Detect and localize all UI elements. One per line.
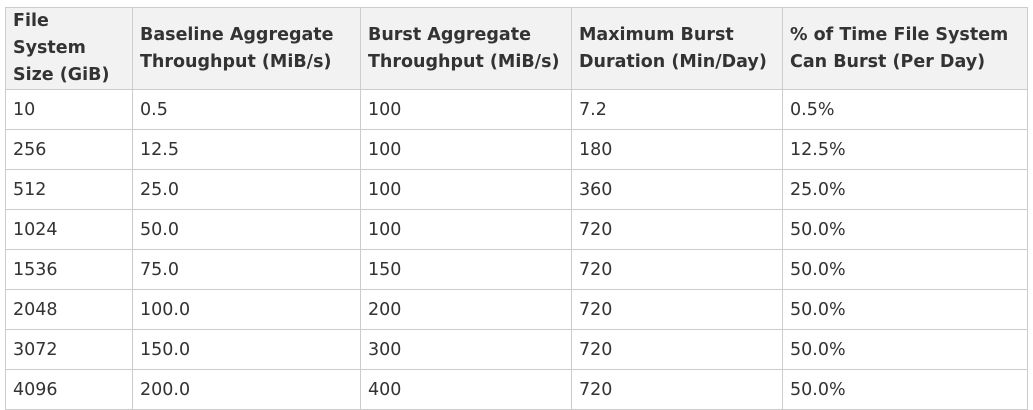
table-row: 4096 200.0 400 720 50.0% [5, 369, 1028, 410]
cell-baseline: 200.0 [132, 369, 361, 410]
cell-duration: 7.2 [571, 89, 783, 130]
table-container: File System Size (GiB) Baseline Aggregat… [5, 7, 1028, 410]
cell-burst: 100 [360, 209, 572, 250]
cell-size: 1536 [5, 249, 133, 290]
table-row: 10 0.5 100 7.2 0.5% [5, 89, 1028, 130]
cell-percent: 50.0% [782, 289, 1028, 330]
cell-burst: 150 [360, 249, 572, 290]
cell-percent: 50.0% [782, 329, 1028, 370]
header-burst-throughput: Burst Aggregate Throughput (MiB/s) [360, 7, 572, 90]
cell-percent: 50.0% [782, 369, 1028, 410]
header-max-burst-duration: Maximum Burst Duration (Min/Day) [571, 7, 783, 90]
cell-size: 256 [5, 129, 133, 170]
cell-size: 3072 [5, 329, 133, 370]
cell-duration: 720 [571, 329, 783, 370]
header-line: Can Burst (Per Day) [790, 51, 986, 72]
cell-burst: 100 [360, 129, 572, 170]
header-line: Throughput (MiB/s) [368, 51, 560, 72]
table-row: 3072 150.0 300 720 50.0% [5, 329, 1028, 370]
header-line: Duration (Min/Day) [579, 51, 767, 72]
cell-duration: 720 [571, 209, 783, 250]
header-line: Size (GiB) [13, 65, 110, 85]
cell-percent: 25.0% [782, 169, 1028, 210]
cell-baseline: 0.5 [132, 89, 361, 130]
header-file-system-size: File System Size (GiB) [5, 7, 133, 90]
cell-size: 4096 [5, 369, 133, 410]
header-baseline-throughput: Baseline Aggregate Throughput (MiB/s) [132, 7, 361, 90]
cell-burst: 400 [360, 369, 572, 410]
table-header: File System Size (GiB) Baseline Aggregat… [5, 7, 1028, 90]
table-body: 10 0.5 100 7.2 0.5% 256 12.5 100 180 12.… [5, 89, 1028, 410]
header-line: Maximum Burst [579, 24, 734, 45]
table-row: 2048 100.0 200 720 50.0% [5, 289, 1028, 330]
cell-percent: 0.5% [782, 89, 1028, 130]
table-row: 1536 75.0 150 720 50.0% [5, 249, 1028, 290]
header-line: % of Time File System [790, 24, 1009, 45]
header-row: File System Size (GiB) Baseline Aggregat… [5, 7, 1028, 90]
cell-baseline: 50.0 [132, 209, 361, 250]
cell-percent: 50.0% [782, 249, 1028, 290]
table-row: 256 12.5 100 180 12.5% [5, 129, 1028, 170]
cell-baseline: 75.0 [132, 249, 361, 290]
cell-size: 2048 [5, 289, 133, 330]
table-row: 512 25.0 100 360 25.0% [5, 169, 1028, 210]
cell-burst: 300 [360, 329, 572, 370]
header-line: Baseline Aggregate [140, 24, 334, 45]
cell-size: 10 [5, 89, 133, 130]
header-percent-time-burst: % of Time File System Can Burst (Per Day… [782, 7, 1028, 90]
cell-duration: 720 [571, 249, 783, 290]
header-line: File System [13, 11, 86, 58]
cell-duration: 360 [571, 169, 783, 210]
cell-baseline: 100.0 [132, 289, 361, 330]
cell-baseline: 25.0 [132, 169, 361, 210]
cell-size: 512 [5, 169, 133, 210]
table-row: 1024 50.0 100 720 50.0% [5, 209, 1028, 250]
cell-baseline: 12.5 [132, 129, 361, 170]
throughput-table: File System Size (GiB) Baseline Aggregat… [5, 7, 1028, 410]
cell-baseline: 150.0 [132, 329, 361, 370]
cell-burst: 100 [360, 169, 572, 210]
header-line: Throughput (MiB/s) [140, 51, 332, 72]
cell-duration: 180 [571, 129, 783, 170]
header-line: Burst Aggregate [368, 24, 531, 45]
cell-burst: 200 [360, 289, 572, 330]
cell-duration: 720 [571, 369, 783, 410]
cell-percent: 50.0% [782, 209, 1028, 250]
cell-size: 1024 [5, 209, 133, 250]
cell-percent: 12.5% [782, 129, 1028, 170]
cell-burst: 100 [360, 89, 572, 130]
cell-duration: 720 [571, 289, 783, 330]
